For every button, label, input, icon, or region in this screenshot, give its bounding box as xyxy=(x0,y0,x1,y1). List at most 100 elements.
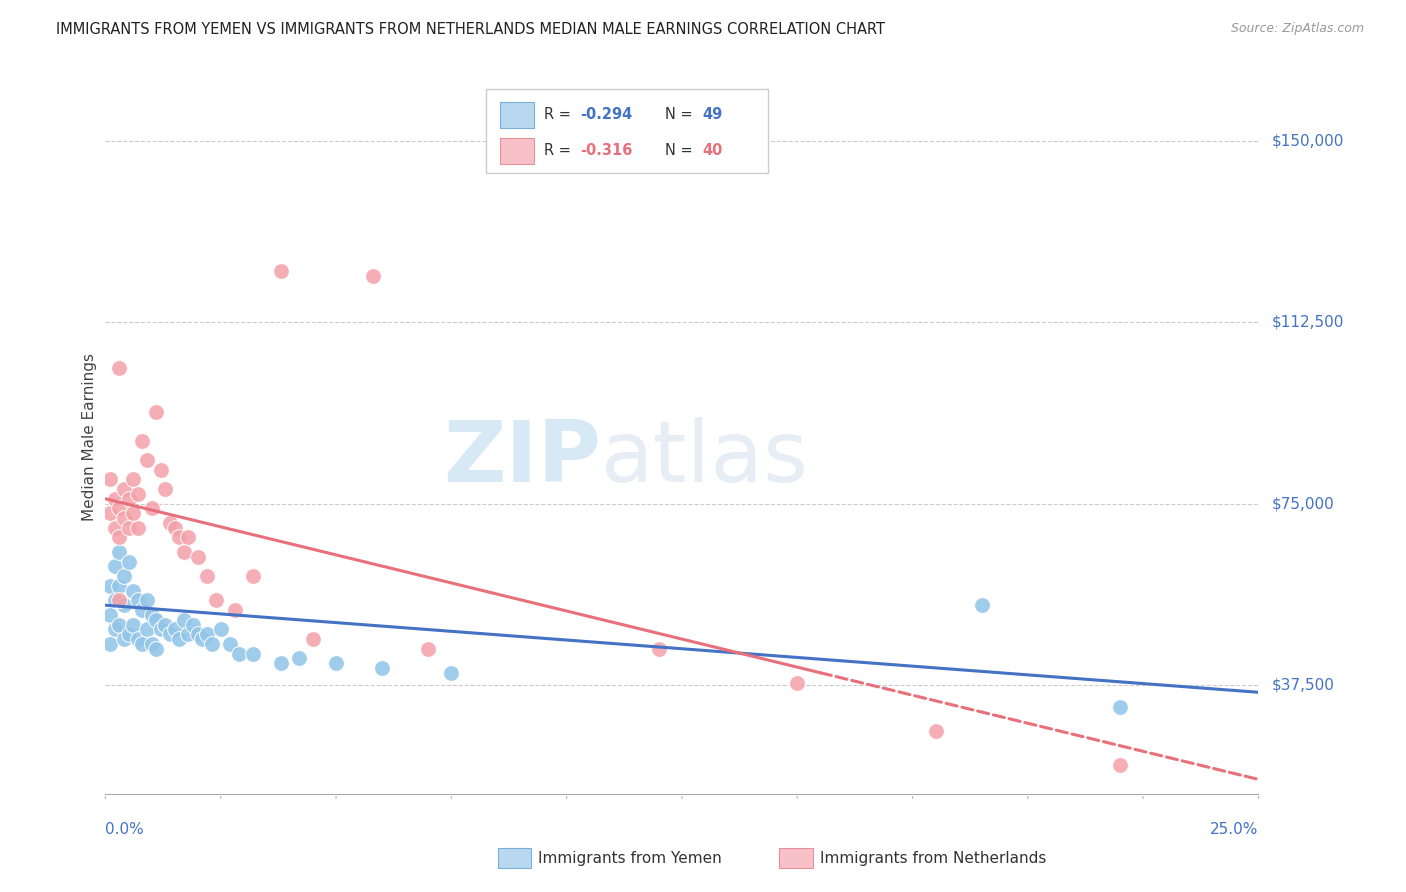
Point xyxy=(149,463,172,477)
Point xyxy=(163,521,186,535)
Point xyxy=(149,623,172,637)
Point xyxy=(163,623,186,637)
Point xyxy=(181,617,204,632)
Point xyxy=(117,627,139,641)
Text: $150,000: $150,000 xyxy=(1272,133,1344,148)
Point xyxy=(191,632,214,646)
Text: 49: 49 xyxy=(703,107,723,122)
Text: R =: R = xyxy=(544,144,575,159)
Point xyxy=(104,593,127,607)
Text: $75,000: $75,000 xyxy=(1272,496,1334,511)
Point xyxy=(127,632,149,646)
Text: Immigrants from Yemen: Immigrants from Yemen xyxy=(538,851,723,865)
Point xyxy=(112,511,135,525)
Point xyxy=(155,617,177,632)
Point xyxy=(136,453,159,467)
Point xyxy=(1109,757,1132,772)
Text: R =: R = xyxy=(544,107,575,122)
Point xyxy=(224,603,246,617)
Point xyxy=(145,405,167,419)
Text: N =: N = xyxy=(665,144,697,159)
Point xyxy=(228,647,250,661)
Text: atlas: atlas xyxy=(602,417,810,500)
Point xyxy=(159,627,181,641)
Point xyxy=(108,593,131,607)
Point xyxy=(108,361,131,376)
Point xyxy=(127,487,149,501)
Point xyxy=(418,641,440,656)
FancyBboxPatch shape xyxy=(499,138,534,164)
Point xyxy=(98,506,121,520)
Point xyxy=(98,472,121,486)
Text: 25.0%: 25.0% xyxy=(1211,822,1258,838)
Point xyxy=(122,583,145,598)
Text: -0.316: -0.316 xyxy=(581,144,633,159)
Point xyxy=(302,632,325,646)
Point xyxy=(98,607,121,622)
Text: N =: N = xyxy=(665,107,697,122)
Point xyxy=(112,632,135,646)
Point xyxy=(219,637,242,651)
Point xyxy=(209,623,232,637)
Y-axis label: Median Male Earnings: Median Male Earnings xyxy=(82,353,97,521)
Point xyxy=(108,617,131,632)
Point xyxy=(127,521,149,535)
Point xyxy=(98,579,121,593)
Text: $112,500: $112,500 xyxy=(1272,315,1344,330)
Point xyxy=(112,482,135,496)
Point xyxy=(117,555,139,569)
Point xyxy=(131,434,153,448)
Point xyxy=(270,657,292,671)
Point xyxy=(440,665,463,680)
Point xyxy=(108,545,131,559)
Point xyxy=(104,623,127,637)
Point xyxy=(177,531,200,545)
Point xyxy=(155,482,177,496)
Point xyxy=(970,598,993,612)
Point xyxy=(924,723,946,738)
Point xyxy=(145,613,167,627)
Point xyxy=(122,472,145,486)
FancyBboxPatch shape xyxy=(499,102,534,128)
Point xyxy=(167,632,190,646)
Text: ZIP: ZIP xyxy=(443,417,602,500)
Point xyxy=(648,641,671,656)
Point xyxy=(122,506,145,520)
Point xyxy=(104,559,127,574)
Text: -0.294: -0.294 xyxy=(581,107,633,122)
Text: IMMIGRANTS FROM YEMEN VS IMMIGRANTS FROM NETHERLANDS MEDIAN MALE EARNINGS CORREL: IMMIGRANTS FROM YEMEN VS IMMIGRANTS FROM… xyxy=(56,22,886,37)
Point xyxy=(187,549,209,564)
Point xyxy=(195,627,218,641)
Point xyxy=(242,569,264,583)
Point xyxy=(141,607,163,622)
Point xyxy=(141,501,163,516)
Point xyxy=(108,531,131,545)
Point xyxy=(98,637,121,651)
Point xyxy=(136,593,159,607)
Point xyxy=(288,651,311,665)
Point xyxy=(173,613,195,627)
Point xyxy=(104,521,127,535)
Point xyxy=(117,521,139,535)
Point xyxy=(167,531,190,545)
Point xyxy=(325,657,347,671)
Text: Source: ZipAtlas.com: Source: ZipAtlas.com xyxy=(1230,22,1364,36)
Point xyxy=(108,501,131,516)
Point xyxy=(371,661,394,675)
Point xyxy=(242,647,264,661)
Point xyxy=(117,491,139,506)
Point xyxy=(1109,699,1132,714)
Point xyxy=(108,579,131,593)
Point xyxy=(173,545,195,559)
Point xyxy=(270,264,292,278)
FancyBboxPatch shape xyxy=(486,89,768,173)
Text: 0.0%: 0.0% xyxy=(105,822,145,838)
Point xyxy=(361,269,384,284)
Point xyxy=(786,675,808,690)
Point xyxy=(159,516,181,530)
Point xyxy=(187,627,209,641)
Point xyxy=(141,637,163,651)
Point xyxy=(131,637,153,651)
FancyBboxPatch shape xyxy=(498,848,531,868)
Point xyxy=(195,569,218,583)
